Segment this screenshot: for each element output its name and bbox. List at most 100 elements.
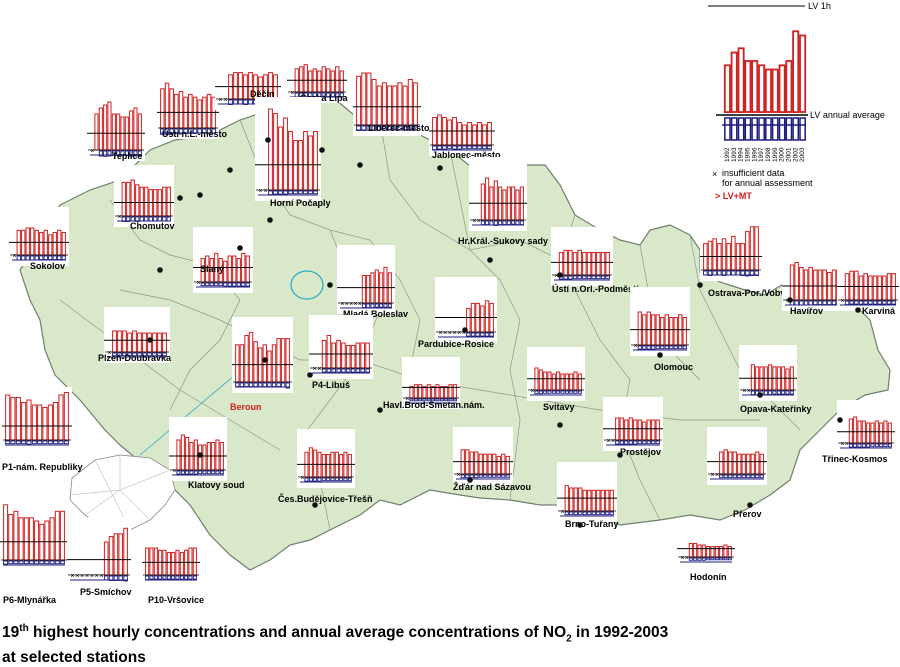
legend-hourly-bar	[758, 64, 766, 114]
annual-bar	[321, 477, 326, 482]
legend-annual-bar	[758, 117, 765, 141]
annual-bar	[308, 190, 313, 195]
annual-bar	[776, 390, 781, 395]
station-label: Klatovy soud	[188, 480, 245, 490]
annual-bar	[848, 443, 853, 448]
legend-annual-bar	[792, 117, 800, 141]
annual-bar	[326, 477, 331, 482]
annual-bar	[596, 511, 601, 516]
insufficient-mark: ×	[12, 253, 16, 260]
annual-bar	[313, 190, 318, 195]
chart-background	[9, 207, 69, 266]
annual-bar	[117, 352, 122, 357]
station-label: Karviná	[862, 306, 896, 316]
annual-bar	[727, 557, 732, 561]
annual-bar	[470, 332, 476, 337]
annual-bar	[853, 443, 858, 448]
annual-bar	[637, 440, 642, 445]
annual-bar	[582, 275, 587, 280]
station-chart: Ústí n.L.-město	[157, 69, 228, 139]
insufficient-mark: ×	[443, 330, 447, 337]
insufficient-mark: ×	[742, 388, 746, 395]
legend-hourly-bar	[737, 47, 745, 113]
annual-bar	[44, 560, 50, 565]
station-label: P10-Vršovice	[148, 595, 204, 605]
annual-bar	[556, 390, 561, 394]
station-dot	[697, 282, 703, 288]
annual-bar	[330, 477, 335, 482]
station-label: Pardubice-Rosice	[418, 339, 494, 349]
annual-bar	[3, 560, 9, 565]
station-chart: × Karviná	[837, 249, 899, 316]
annual-bar	[28, 560, 34, 565]
station-dot	[557, 272, 563, 278]
annual-bar	[474, 474, 479, 479]
insufficient-mark: ×	[560, 509, 564, 516]
insufficient-mark: ×	[462, 330, 466, 337]
insufficient-mark: ×	[457, 330, 461, 337]
legend-year: 2003	[799, 147, 806, 162]
annual-bar	[15, 440, 21, 445]
station-label: Horní Počaply	[270, 198, 331, 208]
station-dot	[557, 422, 563, 428]
annual-bar	[59, 560, 65, 565]
station-chart: × × Třinec-Kosmos	[822, 400, 895, 464]
legend-hourly-bar	[764, 68, 772, 113]
annual-bar	[152, 352, 157, 357]
annual-bar	[866, 443, 871, 448]
station-dot	[327, 282, 333, 288]
annual-bar	[501, 474, 506, 478]
chart-background	[157, 69, 219, 139]
annual-bar	[858, 300, 864, 305]
prague-marker	[290, 270, 324, 300]
legend-year: 1997	[758, 147, 765, 162]
insufficient-mark: ×	[438, 330, 442, 337]
legend-hourly-bar	[799, 34, 807, 113]
insufficient-mark: ×	[358, 301, 362, 308]
annual-bar	[872, 300, 878, 305]
station-chart: × × Hodonín	[677, 524, 735, 582]
annual-bar	[31, 440, 37, 445]
annual-bar	[781, 390, 786, 395]
annual-bar	[448, 398, 453, 402]
annual-bar	[475, 332, 480, 337]
station-label: Ústí n.Orl.-Podměstí	[552, 283, 639, 294]
chart-background	[739, 345, 797, 401]
station-chart: P10-Vršovice	[142, 527, 204, 605]
annual-bar	[365, 368, 370, 373]
annual-bar	[162, 352, 167, 357]
legend-hourly-bar	[792, 30, 800, 114]
station-dots	[147, 137, 861, 528]
legend-sample-chart	[716, 30, 808, 141]
annual-bar	[132, 352, 137, 357]
legend-lv1h: LV 1h	[808, 1, 831, 11]
station-dot	[487, 257, 493, 263]
chart-background	[104, 307, 170, 363]
legend-insufficient-2: for annual assessment	[722, 178, 813, 188]
insufficient-mark: ×	[456, 472, 460, 479]
annual-bar	[642, 440, 647, 445]
annual-bar	[223, 282, 228, 287]
annual-bar	[341, 368, 346, 373]
station-label: Liberec-město	[368, 123, 430, 133]
insufficient-mark: ×	[530, 388, 534, 395]
annual-bar	[211, 470, 216, 475]
annual-bar	[321, 368, 327, 373]
insufficient-mark: ×	[840, 441, 844, 448]
annual-bar	[387, 303, 392, 308]
insufficient-mark: ×	[405, 396, 409, 403]
annual-bar	[877, 300, 882, 305]
annual-bar	[886, 300, 892, 305]
annual-bar	[560, 390, 565, 394]
annual-bar	[192, 575, 197, 580]
station-label: Havl.Brod-Smetan.nám.	[383, 400, 485, 410]
annual-bar	[651, 345, 656, 350]
annual-bar	[755, 474, 760, 479]
legend-annual-bar	[765, 117, 772, 141]
annual-bar	[37, 440, 43, 445]
chart-background	[837, 249, 899, 311]
annual-bar	[23, 560, 29, 565]
insufficient-mark: ×	[85, 573, 89, 580]
annual-bar	[462, 145, 467, 150]
annual-bar	[737, 474, 742, 479]
